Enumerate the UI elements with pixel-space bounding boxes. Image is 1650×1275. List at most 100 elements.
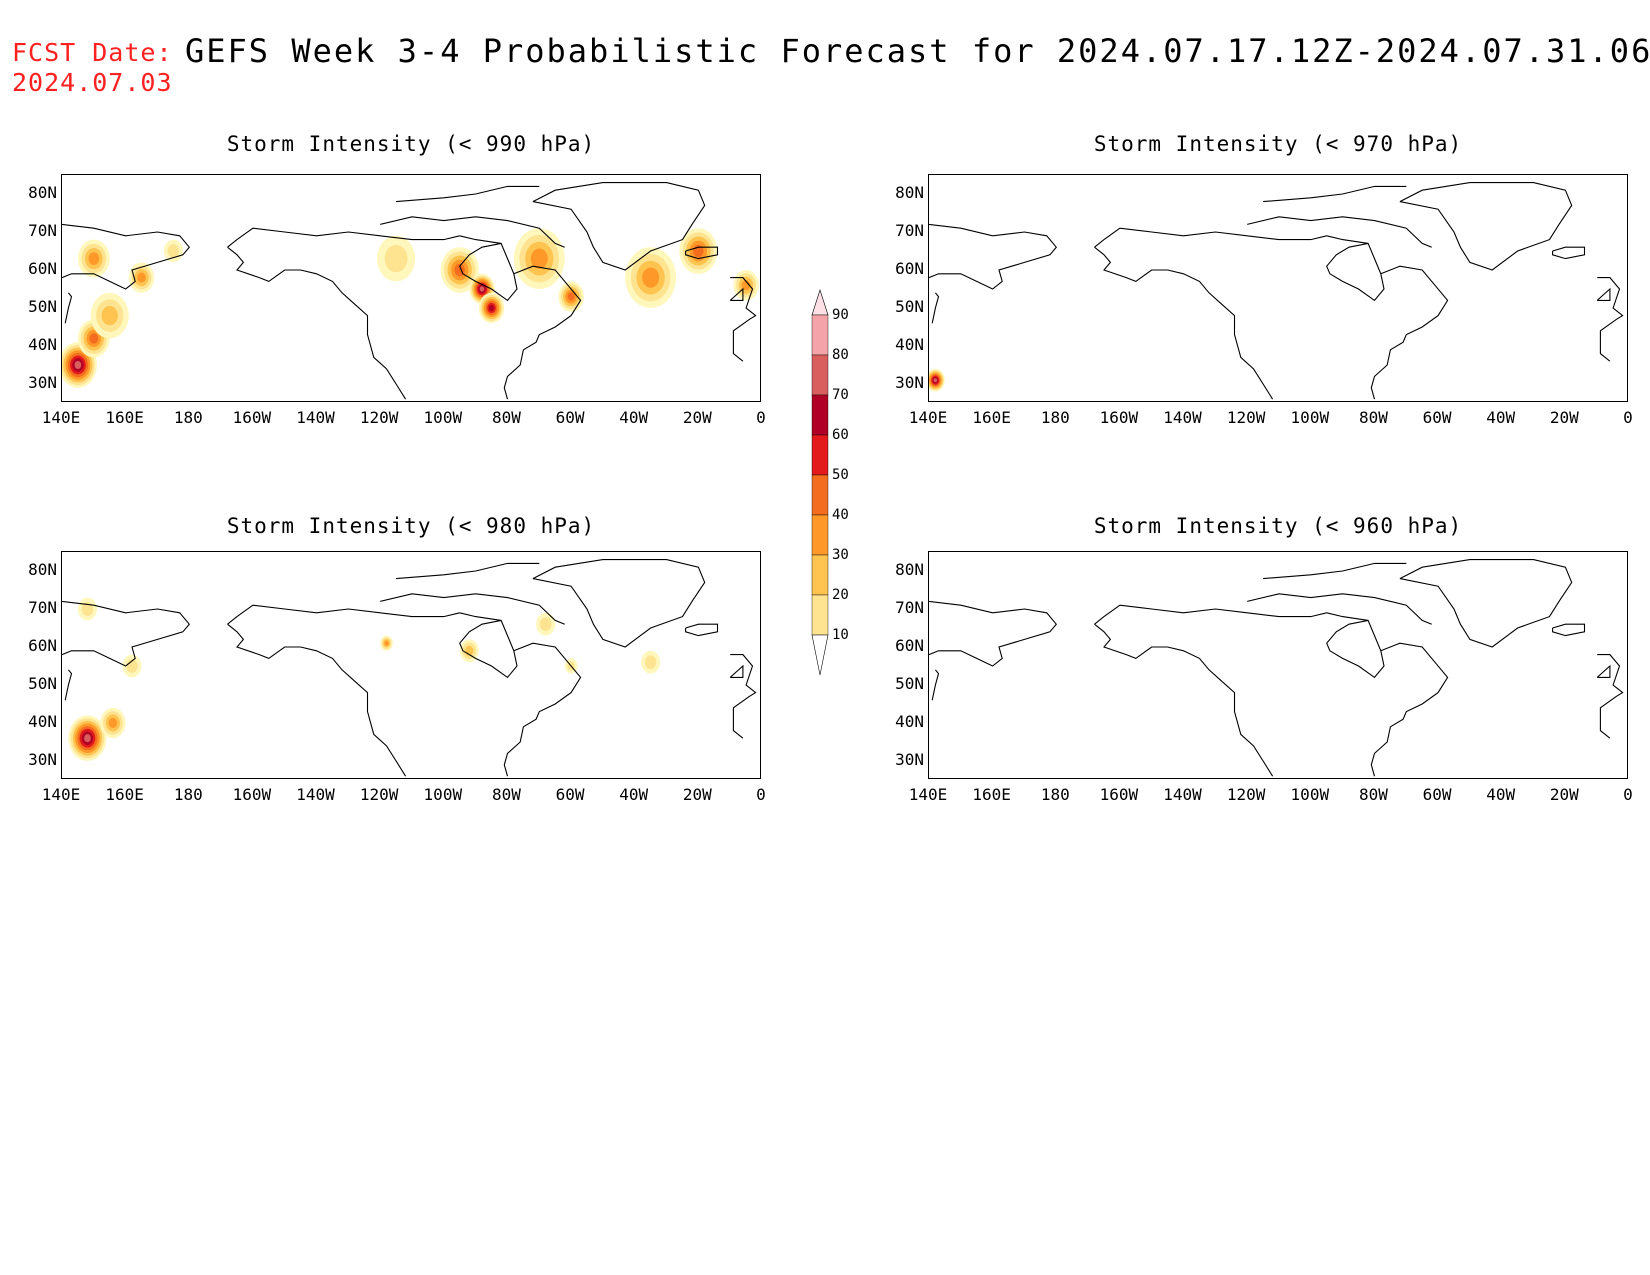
lon-tick-label: 60W [555, 408, 585, 427]
coastline-0 [62, 223, 191, 290]
coastline-2 [227, 604, 460, 625]
coastline-12 [729, 664, 744, 678]
lat-tick-label: 80N [28, 560, 57, 579]
lon-tick-label: 60W [1422, 785, 1452, 804]
lat-tick-label: 50N [28, 297, 57, 316]
prob-blob-8-lvl-20 [644, 655, 657, 670]
lon-tick-label: 20W [682, 785, 712, 804]
lon-tick-label: 40W [619, 408, 649, 427]
coastline-7 [380, 216, 565, 248]
lat-tick-label: 80N [895, 183, 924, 202]
colorbar-box [811, 594, 829, 636]
panel-title-p990: Storm Intensity (< 990 hPa) [226, 132, 596, 156]
lon-tick-label: 60W [555, 785, 585, 804]
panel-title-p960: Storm Intensity (< 960 hPa) [1093, 514, 1463, 538]
coastline-2 [1094, 604, 1327, 625]
lon-tick-label: 140W [1163, 785, 1202, 804]
coastline-0 [929, 600, 1058, 667]
colorbar-box [811, 514, 829, 556]
prob-blob-3-lvl-20 [81, 602, 94, 616]
page-title: GEFS Week 3-4 Probabilistic Forecast for… [185, 32, 1650, 70]
prob-blob-2-lvl-30 [101, 305, 118, 326]
lon-tick-label: 160E [105, 408, 144, 427]
coastline-5 [459, 612, 518, 679]
coastline-0 [62, 600, 191, 667]
prob-blob-0-lvl-80 [74, 360, 82, 370]
map-svg [929, 559, 1624, 777]
lat-tick-label: 30N [895, 373, 924, 392]
lat-tick-label: 60N [28, 259, 57, 278]
lon-tick-label: 120W [359, 408, 399, 427]
coastline-5 [459, 235, 518, 302]
colorbar-box [811, 354, 829, 396]
lat-tick-label: 30N [895, 750, 924, 769]
lon-tick-label: 0 [756, 785, 766, 804]
lon-tick-label: 180 [173, 785, 203, 804]
prob-blob-4-lvl-40 [137, 272, 146, 283]
colorbar-box [811, 474, 829, 516]
prob-blob-14-lvl-40 [741, 280, 751, 291]
coastline-3 [1094, 246, 1274, 400]
lon-tick-label: 100W [1290, 785, 1330, 804]
lon-tick-label: 140W [296, 785, 335, 804]
coastline-6 [503, 642, 582, 777]
lon-tick-label: 80W [1359, 785, 1388, 804]
coastline-6 [1370, 642, 1449, 777]
lat-tick-label: 40N [895, 712, 924, 731]
lon-tick-label: 120W [359, 785, 399, 804]
prob-blob-0-lvl-80 [84, 734, 91, 743]
lon-tick-label: 100W [423, 785, 463, 804]
coastline-1 [931, 292, 940, 324]
coastline-8 [1263, 562, 1407, 580]
coastline-10 [685, 623, 719, 637]
lon-tick-label: 140E [908, 408, 948, 427]
coastline-2 [1094, 227, 1327, 248]
coastline-12 [1596, 287, 1611, 301]
map-panel-p970 [928, 174, 1628, 402]
map-svg [929, 182, 1624, 400]
panel-title-p980: Storm Intensity (< 980 hPa) [226, 514, 596, 538]
colorbar-bottom-arrow [811, 634, 829, 676]
lon-tick-label: 140E [41, 408, 81, 427]
coastline-1 [64, 292, 73, 324]
lat-tick-label: 80N [895, 560, 924, 579]
lon-tick-label: 180 [173, 408, 203, 427]
map-panel-p980 [61, 551, 761, 779]
lon-tick-label: 80W [492, 408, 521, 427]
colorbar-label: 40 [832, 507, 849, 523]
colorbar-label: 70 [832, 387, 849, 403]
coastline-1 [931, 669, 940, 701]
map-panel-p990 [61, 174, 761, 402]
prob-blob-10-lvl-40 [530, 248, 548, 269]
lon-tick-label: 80W [492, 785, 521, 804]
coastline-8 [1263, 185, 1407, 203]
prob-blob-1-lvl-40 [108, 717, 118, 729]
fcst-date-value: 2024.07.03 [12, 68, 173, 97]
coastline-7 [380, 593, 565, 625]
lon-tick-label: 60W [1422, 408, 1452, 427]
lon-tick-label: 180 [1040, 408, 1070, 427]
prob-blob-0-lvl-80 [933, 378, 938, 383]
coastline-11 [1597, 277, 1624, 362]
lon-tick-label: 100W [423, 408, 463, 427]
coastline-5 [1326, 612, 1385, 679]
lon-tick-label: 40W [619, 785, 649, 804]
coastline-9 [532, 559, 706, 648]
lon-tick-label: 0 [1623, 785, 1633, 804]
lat-tick-label: 30N [28, 750, 57, 769]
coastline-3 [1094, 623, 1274, 777]
lon-tick-label: 160W [232, 408, 272, 427]
coastline-2 [227, 227, 460, 248]
coastline-11 [730, 277, 757, 362]
lon-tick-label: 40W [1486, 408, 1516, 427]
lon-tick-label: 140E [41, 785, 81, 804]
prob-blob-3-lvl-40 [88, 252, 100, 265]
colorbar-box [811, 434, 829, 476]
lon-tick-label: 160E [972, 408, 1011, 427]
prob-blob-1-lvl-50 [89, 333, 99, 344]
map-svg [62, 182, 759, 400]
prob-blob-5-lvl-20 [167, 244, 180, 258]
coastline-7 [1247, 593, 1432, 625]
coastline-10 [1552, 246, 1586, 260]
coastline-8 [396, 562, 540, 580]
